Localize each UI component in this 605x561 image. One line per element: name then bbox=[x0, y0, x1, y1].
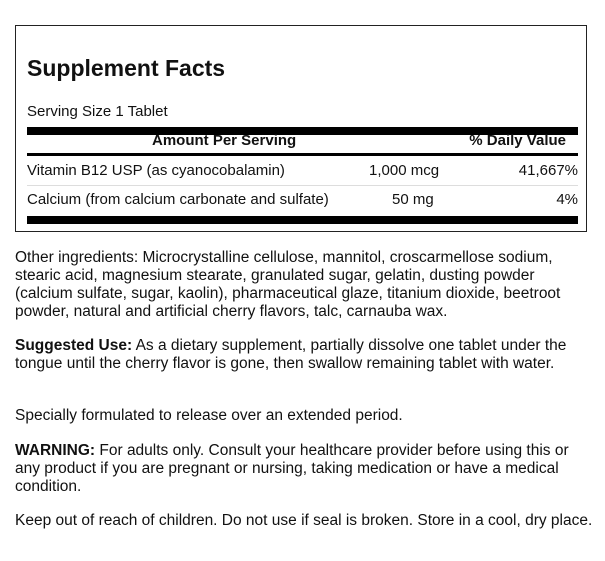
nutrient-dv: 4% bbox=[556, 191, 578, 208]
other-ingredients: Other ingredients: Microcrystalline cell… bbox=[15, 249, 595, 321]
panel-title: Supplement Facts bbox=[27, 55, 226, 81]
warning-label: WARNING: bbox=[15, 442, 96, 459]
nutrient-name: Vitamin B12 USP (as cyanocobalamin) bbox=[27, 162, 285, 179]
nutrient-amount: 50 mg bbox=[392, 191, 434, 208]
other-ingredients-text: Other ingredients: Microcrystalline cell… bbox=[15, 249, 561, 320]
warning: WARNING: For adults only. Consult your h… bbox=[15, 442, 595, 496]
formulation-note: Specially formulated to release over an … bbox=[15, 407, 595, 425]
supplement-facts-panel: Supplement Facts Serving Size 1 Tablet A… bbox=[15, 25, 587, 232]
bottom-thick-divider bbox=[27, 216, 578, 224]
suggested-use-text: As a dietary supplement, partially disso… bbox=[15, 337, 567, 372]
serving-size: Serving Size 1 Tablet bbox=[27, 103, 168, 120]
header-divider bbox=[27, 153, 578, 156]
nutrient-name: Calcium (from calcium carbonate and sulf… bbox=[27, 191, 329, 208]
table-row: Vitamin B12 USP (as cyanocobalamin) 1,00… bbox=[27, 162, 578, 184]
storage-note: Keep out of reach of children. Do not us… bbox=[15, 512, 595, 530]
daily-value-header: % Daily Value bbox=[469, 132, 566, 149]
storage-text: Keep out of reach of children. Do not us… bbox=[15, 512, 593, 529]
suggested-use-label: Suggested Use: bbox=[15, 337, 133, 354]
suggested-use: Suggested Use: As a dietary supplement, … bbox=[15, 337, 595, 373]
row-divider bbox=[27, 185, 578, 186]
warning-text: For adults only. Consult your healthcare… bbox=[15, 442, 569, 495]
nutrient-dv: 41,667% bbox=[518, 162, 578, 179]
formulation-text: Specially formulated to release over an … bbox=[15, 407, 403, 424]
thick-divider bbox=[27, 127, 578, 135]
table-row: Calcium (from calcium carbonate and sulf… bbox=[27, 191, 578, 213]
amount-header: Amount Per Serving bbox=[152, 132, 297, 149]
nutrient-amount: 1,000 mcg bbox=[369, 162, 440, 179]
